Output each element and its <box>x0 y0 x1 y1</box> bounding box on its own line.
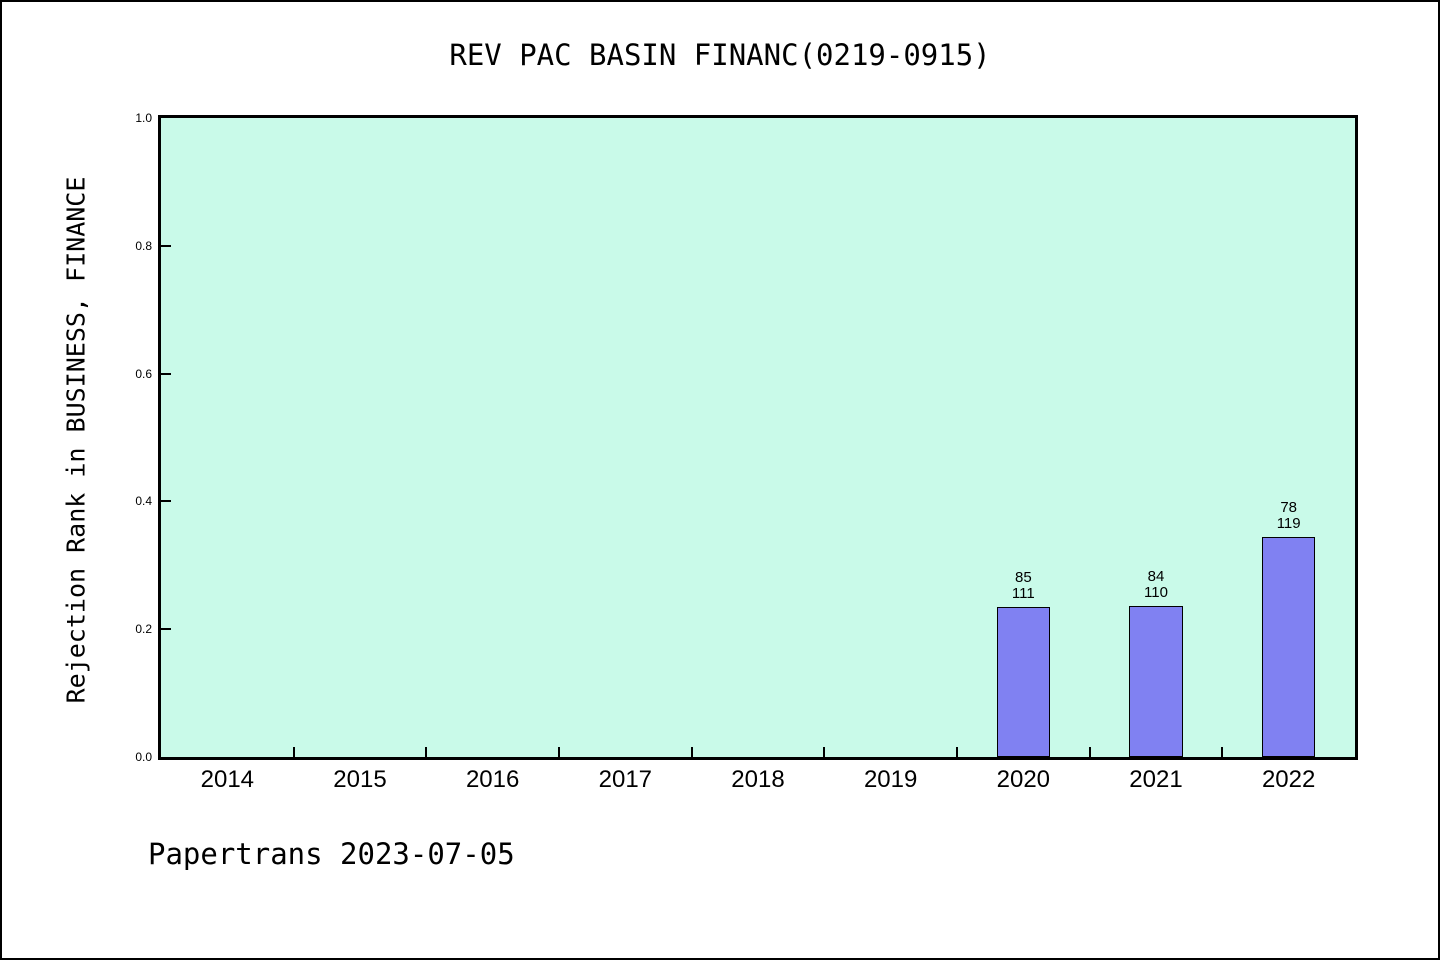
bar-rank-value: 78 <box>1280 499 1297 517</box>
x-tick-label-2019: 2019 <box>863 766 918 793</box>
bar-rank-value: 85 <box>1014 569 1032 587</box>
y-axis-tick-mark <box>161 500 171 503</box>
plot-area: 85 111 84 110 78 119 <box>158 115 1358 760</box>
x-axis-tick-mark <box>292 747 295 757</box>
chart-title: REV PAC BASIN FINANC(0219-0915) <box>449 38 991 72</box>
x-axis-tick-mark <box>690 747 693 757</box>
bar-2020 <box>996 607 1050 757</box>
x-axis-tick-mark <box>1088 747 1091 757</box>
x-axis-tick-mark <box>1221 747 1224 757</box>
x-tick-label-2020: 2020 <box>996 766 1051 793</box>
x-tick-label-2015: 2015 <box>333 766 387 793</box>
x-tick-label-2018: 2018 <box>731 766 785 793</box>
y-tick-label-0.6: 0.6 <box>135 366 152 381</box>
y-axis-tick-mark <box>161 628 171 631</box>
x-axis-tick-mark <box>558 747 560 757</box>
bar-annotation-2021: 84 110 <box>1096 569 1216 601</box>
bar-annotation-2022: 78 119 <box>1229 500 1349 532</box>
x-tick-label-2022: 2022 <box>1261 766 1316 793</box>
bar-2021 <box>1129 606 1183 757</box>
y-tick-label-0.2: 0.2 <box>135 622 152 637</box>
y-tick-label-0.4: 0.4 <box>135 494 152 509</box>
x-tick-label-2021: 2021 <box>1129 766 1183 793</box>
bar-annotation-2020: 85 111 <box>963 570 1083 602</box>
bar-total-value: 110 <box>1144 584 1168 602</box>
x-tick-label-2017: 2017 <box>598 766 653 793</box>
x-tick-label-2014: 2014 <box>200 766 255 793</box>
bar-rank-value: 84 <box>1147 568 1165 586</box>
x-axis-tick-mark <box>823 747 826 757</box>
x-axis-tick-mark <box>956 747 958 757</box>
bar-total-value: 111 <box>1011 585 1035 603</box>
y-axis-label: Rejection Rank in BUSINESS, FINANCE <box>61 176 91 704</box>
x-tick-label-2016: 2016 <box>465 766 520 793</box>
x-axis-tick-mark <box>425 747 428 757</box>
y-tick-label-1.0: 1.0 <box>135 111 152 125</box>
y-axis-tick-mark <box>161 372 171 375</box>
y-tick-label-0.8: 0.8 <box>135 238 152 253</box>
y-tick-label-0.0: 0.0 <box>135 750 152 764</box>
bar-total-value: 119 <box>1276 515 1301 533</box>
y-axis-tick-mark <box>161 244 171 247</box>
footer-watermark: Papertrans 2023-07-05 <box>148 837 515 871</box>
bar-2022 <box>1262 537 1316 757</box>
